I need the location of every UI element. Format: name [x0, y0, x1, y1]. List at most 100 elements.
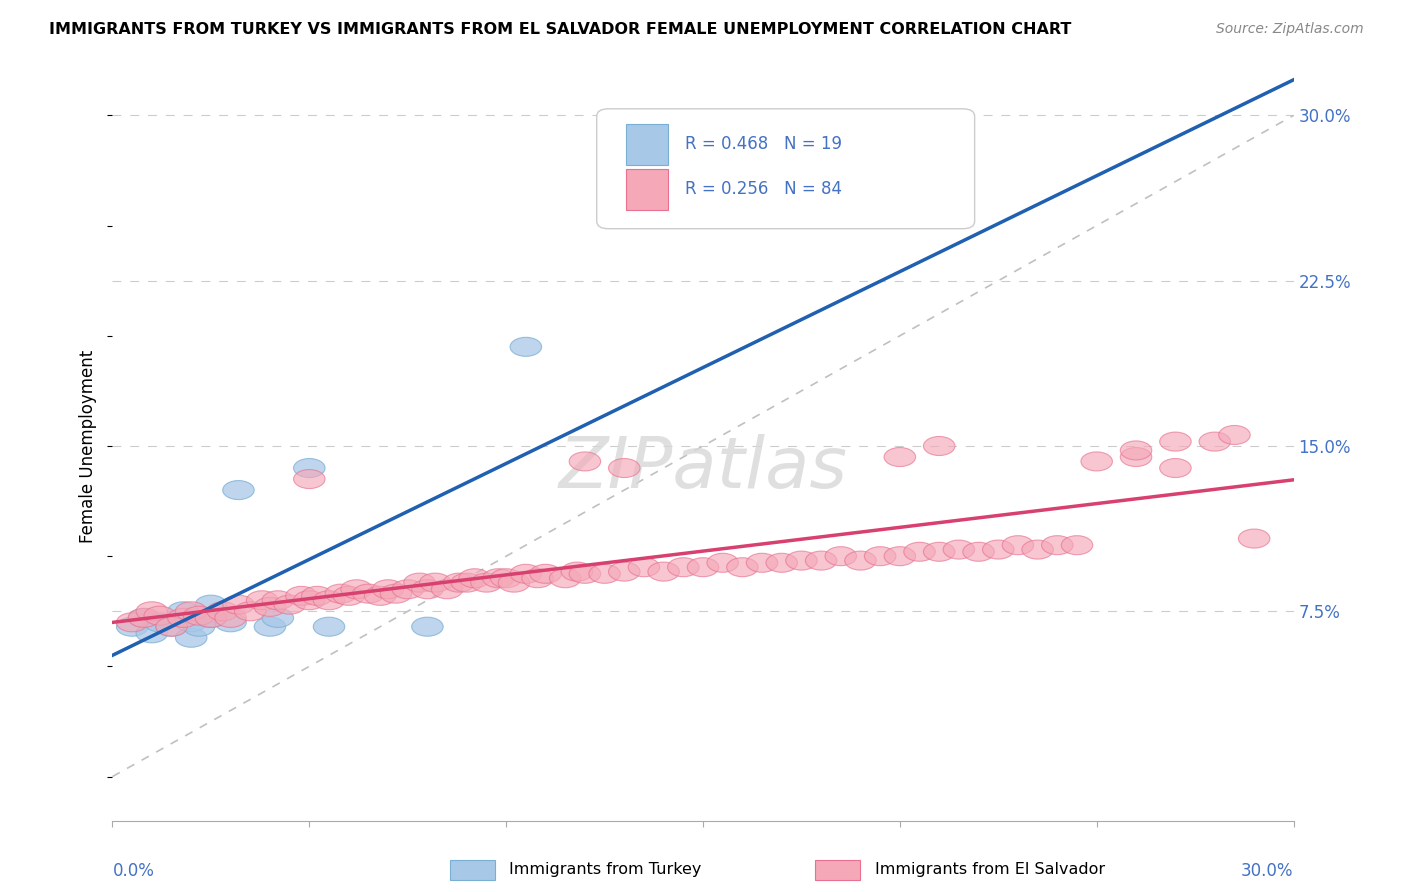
Ellipse shape [222, 481, 254, 500]
Ellipse shape [884, 448, 915, 467]
Ellipse shape [294, 458, 325, 477]
Ellipse shape [176, 628, 207, 648]
Ellipse shape [176, 602, 207, 621]
Ellipse shape [195, 595, 226, 615]
Ellipse shape [215, 608, 246, 627]
Ellipse shape [1219, 425, 1250, 444]
Text: R = 0.468   N = 19: R = 0.468 N = 19 [685, 135, 842, 153]
Ellipse shape [510, 337, 541, 356]
Ellipse shape [117, 617, 148, 636]
Ellipse shape [648, 562, 679, 581]
Ellipse shape [373, 580, 404, 599]
Ellipse shape [274, 595, 305, 615]
Text: IMMIGRANTS FROM TURKEY VS IMMIGRANTS FROM EL SALVADOR FEMALE UNEMPLOYMENT CORREL: IMMIGRANTS FROM TURKEY VS IMMIGRANTS FRO… [49, 22, 1071, 37]
Ellipse shape [207, 602, 239, 621]
Ellipse shape [246, 591, 278, 610]
Ellipse shape [167, 608, 200, 627]
FancyBboxPatch shape [626, 124, 668, 165]
Text: R = 0.256   N = 84: R = 0.256 N = 84 [685, 180, 842, 198]
Ellipse shape [924, 436, 955, 456]
Ellipse shape [963, 542, 994, 561]
Ellipse shape [325, 584, 357, 603]
Ellipse shape [136, 624, 167, 643]
Ellipse shape [254, 598, 285, 616]
Ellipse shape [530, 565, 561, 583]
Ellipse shape [688, 558, 718, 577]
Ellipse shape [1022, 540, 1053, 559]
Ellipse shape [1239, 529, 1270, 548]
Ellipse shape [156, 617, 187, 636]
Ellipse shape [143, 613, 176, 632]
Ellipse shape [404, 574, 436, 592]
Ellipse shape [561, 562, 593, 581]
Ellipse shape [482, 569, 515, 588]
Ellipse shape [766, 553, 797, 573]
Ellipse shape [195, 608, 226, 627]
Ellipse shape [380, 584, 412, 603]
Text: ZIPatlas: ZIPatlas [558, 434, 848, 503]
Ellipse shape [314, 591, 344, 610]
Ellipse shape [1081, 452, 1112, 471]
Ellipse shape [143, 607, 176, 625]
Ellipse shape [498, 574, 530, 592]
Ellipse shape [1002, 536, 1033, 555]
Ellipse shape [727, 558, 758, 577]
Ellipse shape [1160, 458, 1191, 477]
Ellipse shape [340, 580, 373, 599]
FancyBboxPatch shape [626, 169, 668, 210]
Ellipse shape [983, 540, 1014, 559]
Ellipse shape [254, 617, 285, 636]
Ellipse shape [825, 547, 856, 566]
Ellipse shape [412, 580, 443, 599]
Ellipse shape [419, 574, 451, 592]
Ellipse shape [628, 558, 659, 577]
Ellipse shape [294, 591, 325, 610]
Ellipse shape [128, 608, 160, 627]
Ellipse shape [1160, 432, 1191, 451]
Ellipse shape [235, 602, 266, 621]
Ellipse shape [117, 613, 148, 632]
Ellipse shape [222, 595, 254, 615]
Ellipse shape [491, 569, 522, 588]
Ellipse shape [668, 558, 699, 577]
Ellipse shape [195, 608, 226, 627]
Ellipse shape [128, 608, 160, 627]
Ellipse shape [510, 565, 541, 583]
Ellipse shape [1042, 536, 1073, 555]
Ellipse shape [183, 607, 215, 625]
Ellipse shape [458, 569, 491, 588]
Ellipse shape [353, 584, 384, 603]
Y-axis label: Female Unemployment: Female Unemployment [79, 350, 97, 542]
Ellipse shape [522, 569, 554, 588]
Text: Source: ZipAtlas.com: Source: ZipAtlas.com [1216, 22, 1364, 37]
Ellipse shape [294, 469, 325, 489]
Text: 0.0%: 0.0% [112, 862, 155, 880]
Ellipse shape [707, 553, 738, 573]
Ellipse shape [550, 569, 581, 588]
Ellipse shape [392, 580, 423, 599]
Ellipse shape [786, 551, 817, 570]
Ellipse shape [412, 617, 443, 636]
Ellipse shape [609, 562, 640, 581]
Ellipse shape [262, 608, 294, 627]
Ellipse shape [215, 613, 246, 632]
Ellipse shape [301, 586, 333, 606]
Ellipse shape [569, 565, 600, 583]
Ellipse shape [904, 542, 935, 561]
Ellipse shape [806, 551, 837, 570]
Ellipse shape [865, 547, 896, 566]
Ellipse shape [747, 553, 778, 573]
Ellipse shape [1121, 441, 1152, 460]
Ellipse shape [364, 586, 396, 606]
Ellipse shape [183, 617, 215, 636]
Ellipse shape [167, 602, 200, 621]
Text: Immigrants from El Salvador: Immigrants from El Salvador [875, 863, 1105, 877]
Ellipse shape [924, 542, 955, 561]
Ellipse shape [569, 452, 600, 471]
Ellipse shape [262, 591, 294, 610]
Ellipse shape [884, 547, 915, 566]
Ellipse shape [333, 586, 364, 606]
Ellipse shape [136, 602, 167, 621]
Ellipse shape [1199, 432, 1230, 451]
Ellipse shape [589, 565, 620, 583]
